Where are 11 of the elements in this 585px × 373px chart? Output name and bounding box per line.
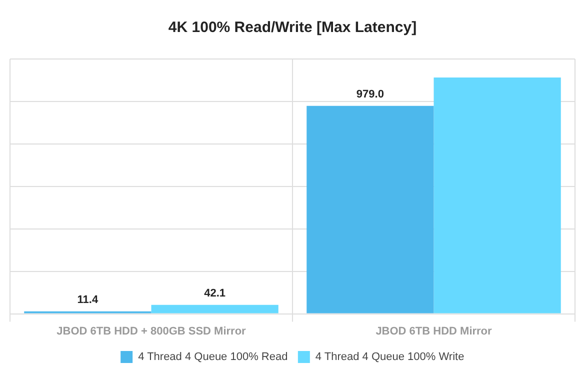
data-label: 11.4 — [77, 294, 99, 306]
x-tick-label: JBOD 6TB HDD Mirror — [376, 325, 493, 338]
x-tick-label: JBOD 6TB HDD + 800GB SSD Mirror — [56, 325, 247, 338]
bar — [434, 77, 561, 314]
bar — [151, 304, 278, 314]
chart-title: 4K 100% Read/Write [Max Latency] — [168, 19, 417, 36]
legend-label: 4 Thread 4 Queue 100% Write — [315, 351, 464, 364]
bar — [306, 106, 434, 314]
data-label: 979.0 — [356, 88, 384, 100]
legend-label: 4 Thread 4 Queue 100% Read — [138, 351, 288, 364]
data-label: 42.1 — [204, 287, 226, 300]
